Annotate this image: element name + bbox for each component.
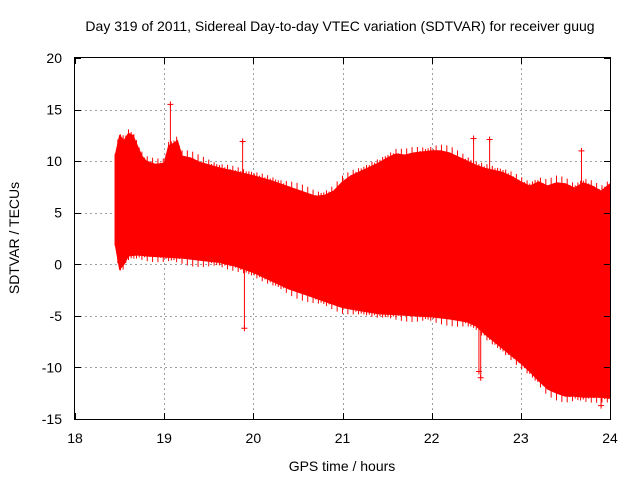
outlier-point [241, 325, 248, 332]
x-tick-label: 24 [602, 430, 618, 446]
data-layer [114, 101, 611, 409]
outlier-point [578, 147, 585, 154]
outlier-point [486, 136, 493, 143]
plot-border [74, 57, 611, 420]
x-tick-label: 20 [246, 430, 262, 446]
y-tick-label: 0 [54, 256, 62, 272]
x-tick-label: 23 [513, 430, 529, 446]
outlier-point [470, 135, 477, 142]
y-tick-label: 5 [54, 205, 62, 221]
chart-title: Day 319 of 2011, Sidereal Day-to-day VTE… [85, 18, 594, 34]
x-tick-label: 21 [335, 430, 351, 446]
x-tick-label: 19 [156, 430, 172, 446]
outlier-point [475, 368, 482, 375]
sdtvar-band [114, 132, 611, 399]
y-tick-label: 10 [46, 153, 62, 169]
x-tick-label: 22 [424, 430, 440, 446]
y-tick-label: -5 [50, 308, 63, 324]
x-tick-label: 18 [67, 430, 83, 446]
outlier-point [167, 101, 174, 108]
y-tick-label: -15 [42, 411, 62, 427]
axis-ticks: 18 19 20 21 22 23 24 20 15 10 5 0 -5 -10 -15 [42, 50, 618, 446]
y-tick-label: 15 [46, 102, 62, 118]
outlier-point [477, 374, 484, 381]
y-tick-label: -10 [42, 359, 62, 375]
x-axis-label: GPS time / hours [289, 458, 396, 474]
y-axis-label: SDTVAR / TECUs [6, 182, 22, 294]
outlier-point [598, 402, 605, 409]
outlier-point [239, 138, 246, 145]
y-tick-label: 20 [46, 50, 62, 66]
